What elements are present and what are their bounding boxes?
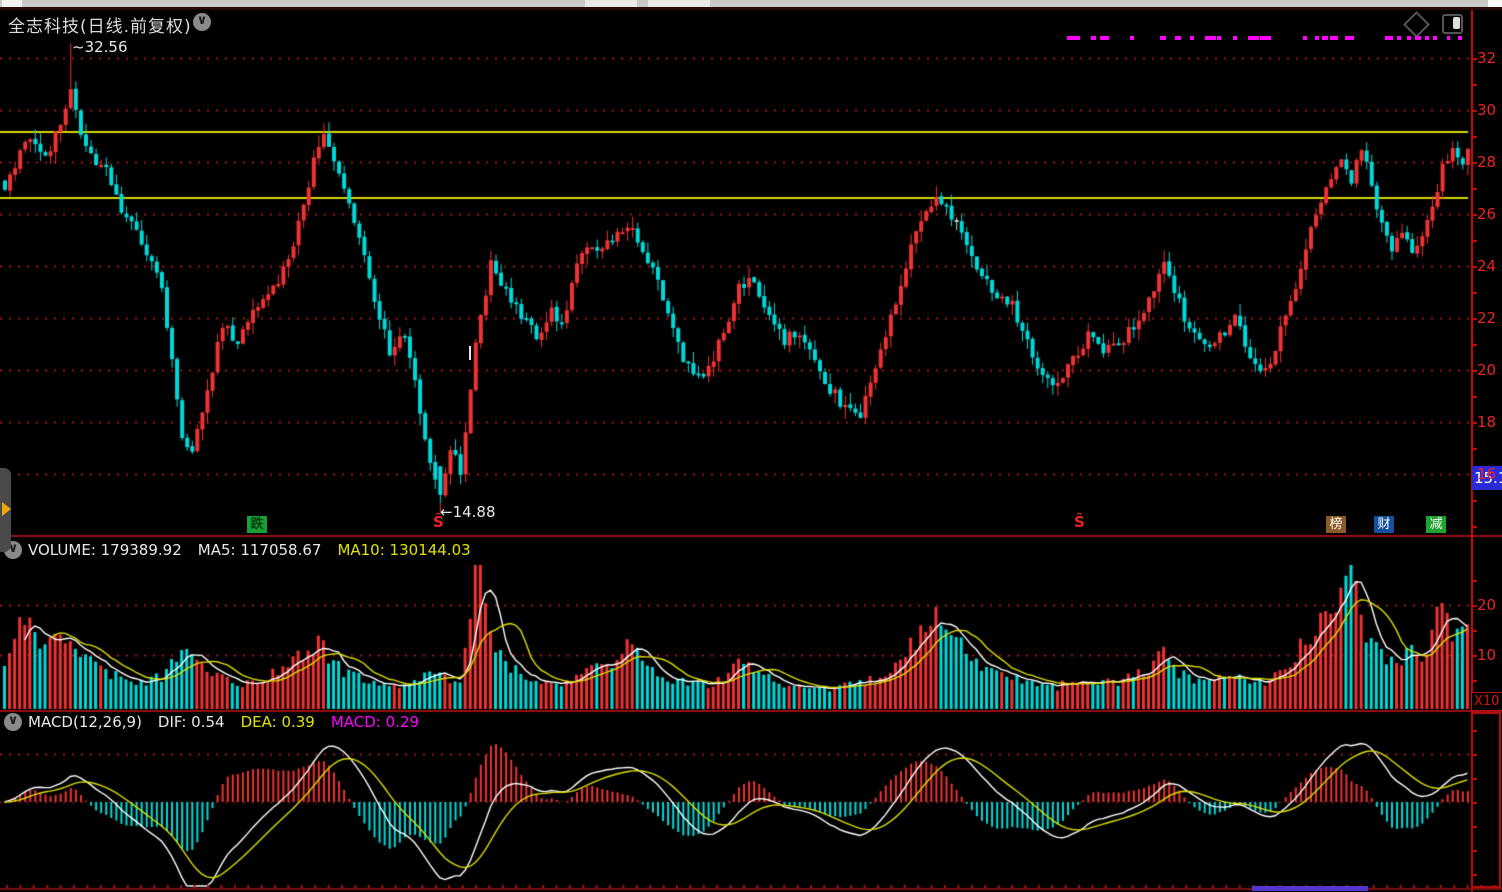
- window-top-strip: [0, 0, 1502, 7]
- volume-header: VOLUME: 179389.92 MA5: 117058.67 MA10: 1…: [28, 541, 471, 559]
- titlebar-segment: [1488, 0, 1502, 7]
- fall-badge: 跌: [247, 516, 267, 533]
- magenta-marker-dash: [1248, 36, 1259, 40]
- magenta-marker-dash: [1425, 36, 1429, 40]
- price-axis-label: 18: [1477, 414, 1497, 430]
- price-axis-label: 30: [1477, 102, 1497, 118]
- volume-axis-label: 10: [1477, 647, 1497, 663]
- magenta-marker-dash: [1433, 36, 1437, 40]
- price-axis-label: 26: [1477, 206, 1497, 222]
- macd-value: MACD: 0.29: [330, 713, 420, 731]
- price-axis-label: 16: [1477, 466, 1497, 482]
- volume-ma5-value: MA5: 117058.67: [197, 541, 322, 559]
- titlebar-segment: [2, 0, 22, 7]
- magenta-marker-dash: [1160, 36, 1166, 40]
- window-restore-fill: [1453, 17, 1460, 29]
- price-axis-label: 22: [1477, 310, 1497, 326]
- price-axis-label: 24: [1477, 258, 1497, 274]
- magenta-marker-dash: [1447, 36, 1450, 40]
- rank-badge[interactable]: 榜: [1326, 516, 1346, 533]
- macd-dea-value: DEA: 0.39: [240, 713, 315, 731]
- chart-title: 全志科技(日线.前复权): [8, 17, 192, 37]
- volume-unit-box: X10: [1471, 692, 1502, 711]
- low-price-annotation: ←14.88: [440, 503, 496, 521]
- reduce-badge[interactable]: 减: [1426, 516, 1446, 533]
- volume-ma10-value: MA10: 130144.03: [337, 541, 471, 559]
- magenta-marker-dash: [1233, 36, 1237, 40]
- magenta-marker-dash: [1130, 36, 1134, 40]
- macd-header: MACD(12,26,9) DIF: 0.54 DEA: 0.39 MACD: …: [28, 713, 419, 731]
- titlebar-segment: [648, 0, 710, 7]
- magenta-marker-dash: [1303, 36, 1307, 40]
- magenta-marker-dash: [1190, 36, 1194, 40]
- volume-axis-label: 20: [1477, 597, 1497, 613]
- magenta-marker-dash: [1330, 36, 1338, 40]
- magenta-marker-dash: [1407, 36, 1411, 40]
- sell-signal-icon: Ŝ: [1074, 513, 1085, 531]
- magenta-marker-dash: [1217, 36, 1221, 40]
- macd-dif-value: DIF: 0.54: [157, 713, 225, 731]
- scrollbar-thumb[interactable]: [1252, 886, 1368, 891]
- high-price-annotation: ~32.56: [72, 38, 128, 56]
- price-axis-label: 32: [1477, 50, 1497, 66]
- titlebar-segment: [585, 0, 637, 7]
- magenta-marker-dash: [1175, 36, 1181, 40]
- cursor-mark: [469, 346, 471, 360]
- volume-value: VOLUME: 179389.92: [28, 541, 182, 559]
- finance-badge[interactable]: 财: [1374, 516, 1394, 533]
- magenta-marker-dash: [1322, 36, 1328, 40]
- magenta-marker-dash: [1205, 36, 1216, 40]
- magenta-marker-dash: [1091, 36, 1096, 40]
- expand-arrow-icon: [2, 502, 11, 516]
- last-price-badge: 15.1: [1472, 466, 1502, 490]
- price-axis-label: 28: [1477, 154, 1497, 170]
- magenta-marker-dash: [1345, 36, 1354, 40]
- magenta-marker-dash: [1397, 36, 1401, 40]
- magenta-marker-dash: [1067, 36, 1080, 40]
- magenta-marker-dash: [1385, 36, 1393, 40]
- magenta-marker-dash: [1315, 36, 1319, 40]
- magenta-marker-dash: [1415, 36, 1421, 40]
- macd-params: MACD(12,26,9): [28, 713, 142, 731]
- magenta-marker-dash: [1100, 36, 1109, 40]
- magenta-marker-dash: [1458, 36, 1462, 40]
- macd-collapse-chevron-icon[interactable]: ∨: [4, 713, 22, 731]
- sell-signal-icon: Ŝ: [433, 513, 444, 531]
- sidebar-expand-handle[interactable]: [0, 468, 11, 552]
- magenta-marker-dash: [1260, 36, 1271, 40]
- price-axis-label: 20: [1477, 362, 1497, 378]
- window-restore-icon[interactable]: [1442, 14, 1463, 34]
- title-collapse-chevron-icon[interactable]: ∨: [193, 13, 211, 31]
